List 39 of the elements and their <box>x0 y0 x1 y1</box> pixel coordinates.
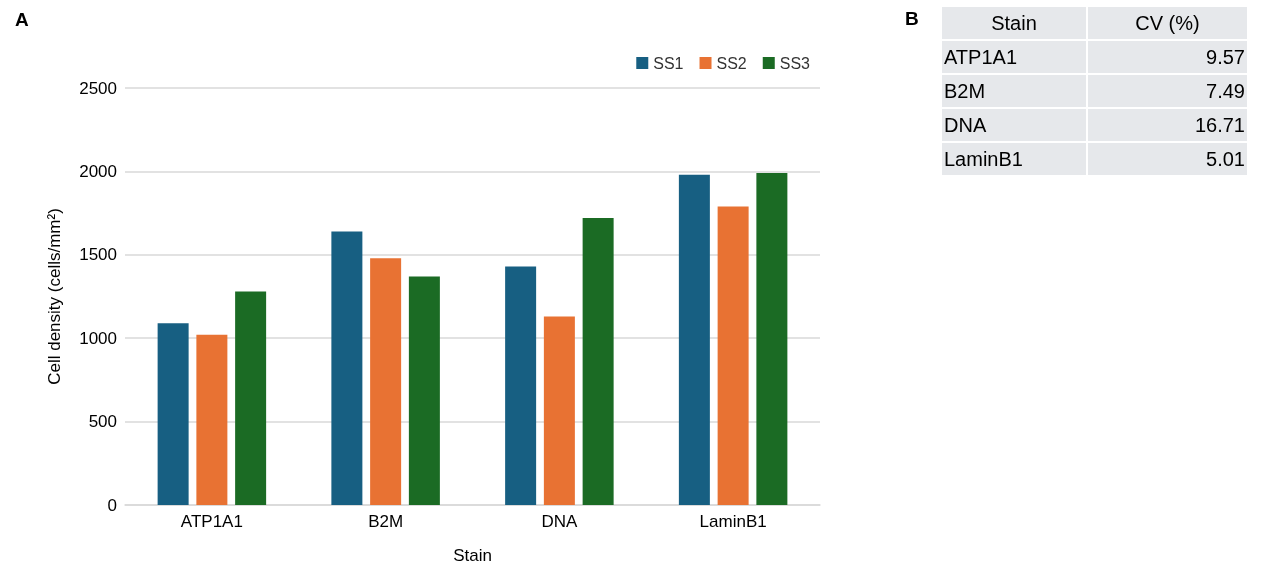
bar <box>756 173 788 505</box>
y-tick-label: 2000 <box>79 161 117 181</box>
bar <box>543 316 575 505</box>
bar <box>235 291 267 505</box>
x-tick-label: B2M <box>368 512 404 531</box>
y-tick-label: 1000 <box>79 328 117 348</box>
category-label: B2M <box>942 75 1086 107</box>
y-tick-label: 1500 <box>79 245 117 265</box>
text: CV (%) <box>1088 7 1247 39</box>
category-label: LaminB1 <box>942 143 1086 175</box>
bar <box>408 276 440 505</box>
bar <box>331 231 363 505</box>
data-label: 16.71 <box>1088 109 1247 141</box>
y-tick-label: 2500 <box>79 78 117 98</box>
x-tick-label: ATP1A1 <box>180 512 243 531</box>
category-label: DNA <box>942 109 1086 141</box>
x-tick-label: DNA <box>541 512 578 531</box>
legend-label: SS2 <box>716 54 747 72</box>
legend-label: SS1 <box>653 54 684 72</box>
bar <box>678 174 710 505</box>
legend-label: SS3 <box>779 54 811 72</box>
data-label: 7.49 <box>1088 75 1247 107</box>
y-tick-label: 0 <box>107 495 117 515</box>
category-label: ATP1A1 <box>942 41 1086 73</box>
y-axis-title: Cell density (cells/mm²) <box>45 208 64 385</box>
bar <box>370 258 402 505</box>
x-tick-label: LaminB1 <box>699 512 767 531</box>
bar <box>582 218 614 505</box>
x-axis-title: Stain <box>453 546 492 565</box>
chart-title: A <box>15 9 29 30</box>
bar <box>505 266 537 505</box>
data-label: 5.01 <box>1088 143 1247 175</box>
bar <box>157 323 189 505</box>
text: Stain <box>942 7 1086 39</box>
bar <box>717 206 749 505</box>
y-tick-label: 500 <box>88 412 117 432</box>
text: B <box>905 8 919 30</box>
bar <box>196 334 228 505</box>
data-label: 9.57 <box>1088 41 1247 73</box>
